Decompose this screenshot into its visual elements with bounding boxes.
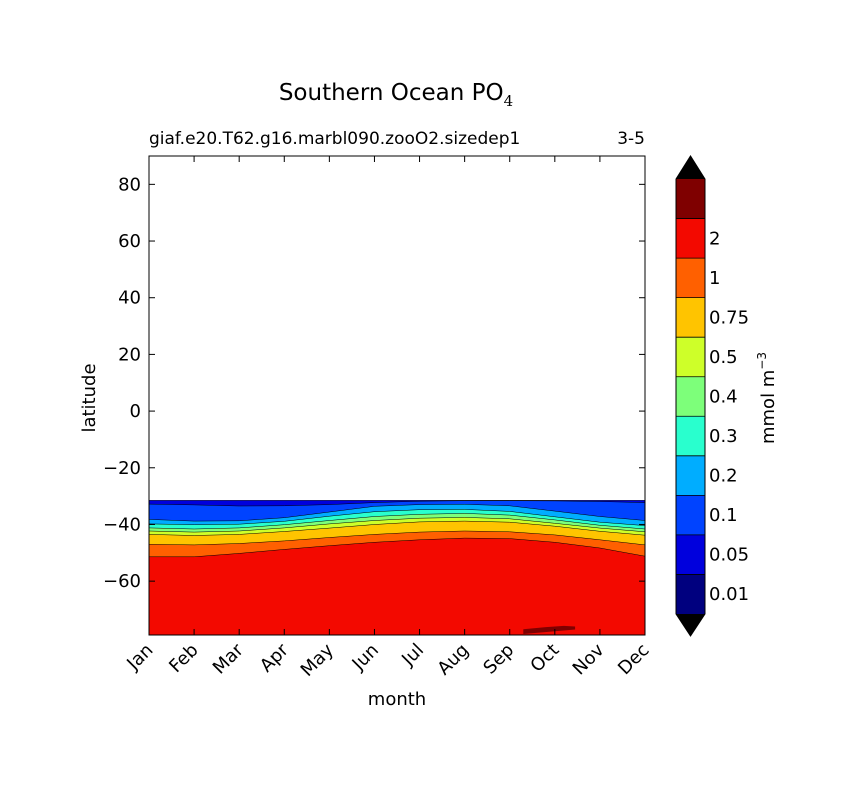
contour-band-above-2 [523, 625, 576, 634]
y-axis-ticks: 80 60 40 20 0 −20 −40 −60 [103, 174, 645, 592]
colorbar-tick-label: 0.3 [709, 426, 738, 447]
contour-line-1 [149, 537, 645, 558]
x-tick-label: May [297, 639, 338, 680]
colorbar-segment [676, 297, 705, 338]
x-tick-label: Jan [122, 640, 157, 675]
colorbar-segment [676, 218, 705, 259]
y-tick-label: −60 [103, 571, 141, 592]
x-tick-label: Aug [433, 640, 473, 680]
y-tick-label: −40 [103, 514, 141, 535]
y-tick-label: 60 [118, 231, 141, 252]
colorbar-under-arrow [676, 614, 705, 636]
y-tick-label: −20 [103, 458, 141, 479]
contour-line-0.1 [149, 504, 645, 522]
contour-line-0.3 [149, 513, 645, 530]
contour-line-0.4 [149, 517, 645, 533]
colorbar-tick-label: 0.01 [709, 584, 749, 605]
colorbar: 0.01 0.05 0.1 0.2 0.3 0.4 0.5 0.75 1 2 [675, 155, 749, 637]
colorbar-segment [676, 376, 705, 417]
x-axis-label: month [368, 689, 426, 710]
x-tick-label: Dec [614, 640, 653, 679]
chart-title-subscript: 4 [504, 92, 514, 110]
colorbar-over-arrow [676, 156, 705, 179]
colorbar-tick-label: 0.75 [709, 307, 749, 328]
colorbar-segment [676, 534, 705, 575]
colorbar-segment [676, 179, 705, 219]
colorbar-tick-label: 0.5 [709, 347, 738, 368]
contour-line-0.2 [149, 509, 645, 526]
colorbar-segment [676, 416, 705, 456]
colorbar-tick-label: 2 [709, 228, 720, 249]
x-tick-label: Apr [256, 639, 293, 676]
colorbar-tick-label: 0.4 [709, 387, 738, 408]
y-tick-label: 80 [118, 174, 141, 195]
contour-line-0.05 [149, 500, 645, 507]
colorbar-segment [676, 495, 705, 535]
contour-band-above-1 [149, 538, 645, 635]
contour-line-0.75 [149, 530, 645, 546]
colorbar-segment [676, 337, 705, 377]
colorbar-tick-label: 0.2 [709, 466, 738, 487]
colorbar-segment [676, 574, 705, 614]
contour-fills [149, 500, 645, 635]
colorbar-segment [676, 455, 705, 496]
colorbar-label-unit: mmol m [758, 370, 779, 444]
y-tick-label: 0 [130, 401, 141, 422]
plot-area: Jan Feb Mar Apr May Jun Jul Aug Sep Oct Nov Dec 80 6… [103, 155, 654, 681]
x-tick-label: Jun [348, 640, 383, 675]
colorbar-tick-label: 1 [709, 268, 720, 289]
year-label: 3-5 [617, 129, 645, 149]
x-tick-label: Oct [526, 640, 563, 677]
y-axis-label: latitude [79, 363, 100, 432]
x-tick-label: Feb [165, 640, 202, 677]
colorbar-label: mmol m−3 [755, 352, 779, 444]
contour-line-0.5 [149, 520, 645, 536]
colorbar-outline [675, 155, 706, 637]
contour-lines [149, 500, 645, 558]
x-tick-label: Mar [209, 639, 248, 678]
chart-title: Southern Ocean PO4 [279, 80, 513, 110]
colorbar-label-exponent: −3 [755, 352, 769, 370]
colorbar-tick-label: 0.05 [709, 545, 749, 566]
x-tick-label: Sep [479, 640, 518, 679]
x-tick-label: Jul [397, 640, 428, 671]
y-tick-label: 40 [118, 288, 141, 309]
colorbar-segment [676, 258, 705, 298]
x-tick-label: Nov [569, 639, 609, 679]
chart-title-main: Southern Ocean PO [279, 80, 504, 106]
plot-frame [148, 155, 646, 636]
y-tick-label: 20 [118, 344, 141, 365]
colorbar-tick-label: 0.1 [709, 505, 738, 526]
case-label: giaf.e20.T62.g16.marbl090.zooO2.sizedep1 [149, 129, 520, 149]
